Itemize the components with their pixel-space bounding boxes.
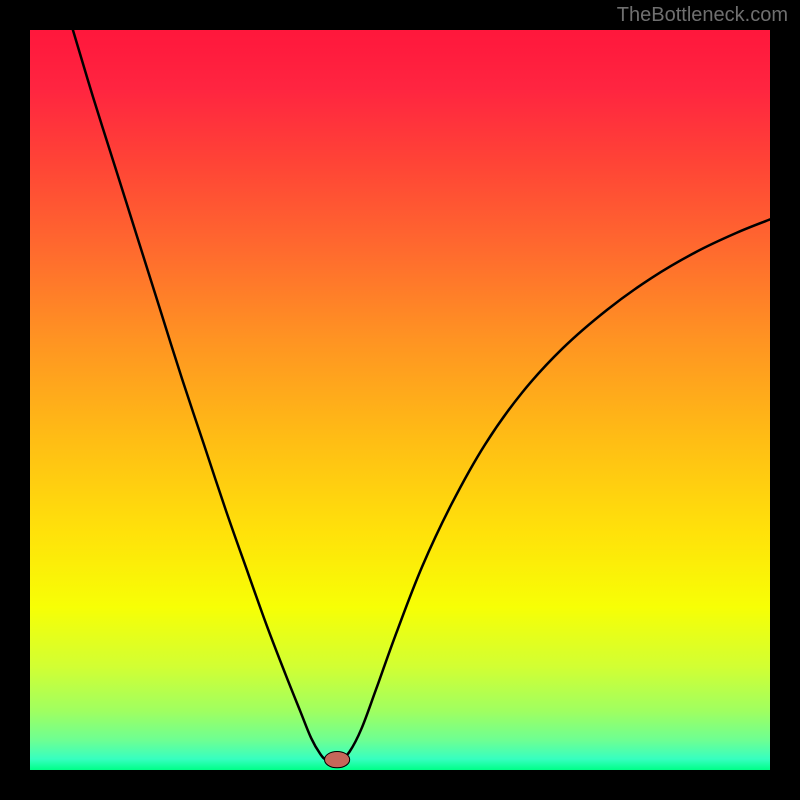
chart-background [30, 30, 770, 770]
chart-plot-area [30, 30, 770, 770]
minimum-marker [325, 752, 350, 768]
watermark-text: TheBottleneck.com [617, 4, 788, 27]
chart-canvas [30, 30, 770, 770]
